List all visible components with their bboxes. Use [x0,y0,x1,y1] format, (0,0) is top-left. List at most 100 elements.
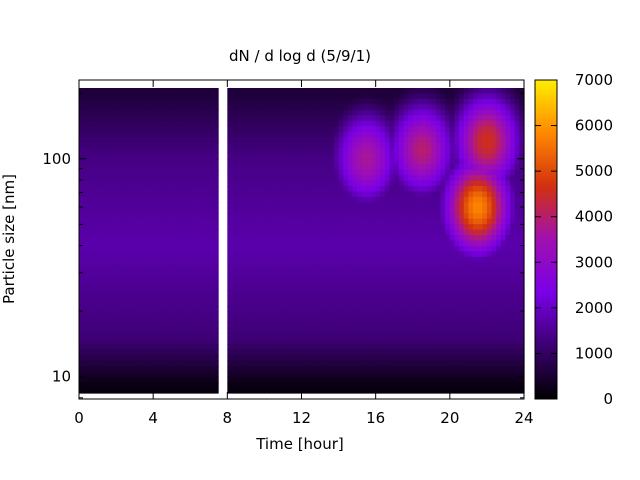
heatmap-cell [287,180,293,187]
heatmap-cell [482,262,488,269]
heatmap-cell [389,382,395,389]
heatmap-cell [282,120,289,127]
heatmap-cell [486,180,493,187]
heatmap-cell [236,311,242,318]
heatmap-cell [97,98,103,105]
heatmap-cell [143,98,150,105]
heatmap-cell [449,213,456,220]
heatmap-cell [106,153,113,160]
heatmap-cell [408,235,414,242]
heatmap-cell [167,169,173,176]
heatmap-cell [176,224,182,231]
heatmap-cell [259,262,266,269]
heatmap-cell [296,153,303,160]
heatmap-cell [245,322,252,329]
heatmap-cell [157,109,164,116]
heatmap-cell [213,131,219,138]
heatmap-cell [422,245,428,252]
heatmap-cell [301,229,307,236]
heatmap-cell [310,387,317,394]
heatmap-cell [241,333,247,340]
heatmap-cell [79,224,85,231]
heatmap-cell [167,262,173,269]
heatmap-cell [134,164,140,171]
heatmap-cell [213,273,219,280]
heatmap-cell [83,278,89,285]
heatmap-cell [454,218,460,225]
heatmap-cell [185,360,191,367]
heatmap-cell [408,240,414,247]
heatmap-cell [338,365,344,372]
heatmap-cell [477,164,483,171]
heatmap-cell [482,371,488,378]
heatmap-cell [333,256,340,263]
heatmap-cell [357,213,363,220]
heatmap-cell [403,88,409,95]
heatmap-cell [449,371,456,378]
heatmap-cell [134,376,140,383]
heatmap-cell [102,137,108,144]
heatmap-cell [380,109,386,116]
heatmap-cell [153,371,159,378]
heatmap-cell [157,371,164,378]
heatmap-cell [315,262,321,269]
heatmap-cell [417,360,423,367]
heatmap-cell [231,109,238,116]
heatmap-cell [486,387,493,394]
heatmap-cell [134,169,140,176]
heatmap-cell [255,131,261,138]
heatmap-cell [486,349,493,356]
heatmap-cell [454,251,460,258]
heatmap-cell [329,365,335,372]
heatmap-cell [236,164,242,171]
heatmap-cell [79,109,85,116]
heatmap-cell [486,186,493,193]
heatmap-cell [473,147,479,154]
heatmap-cell [106,104,113,111]
heatmap-cell [320,251,326,258]
heatmap-cell [134,126,140,133]
heatmap-cell [454,333,460,340]
heatmap-cell [97,115,103,122]
heatmap-cell [394,278,400,285]
heatmap-cell [371,354,377,361]
heatmap-cell [116,311,122,318]
heatmap-cell [180,294,187,302]
heatmap-cell [129,343,136,351]
heatmap-cell [333,245,340,252]
heatmap-cell [208,251,215,258]
heatmap-cell [310,175,317,182]
heatmap-cell [273,131,279,138]
heatmap-cell [473,186,479,193]
heatmap-cell [310,202,317,209]
heatmap-cell [486,229,493,236]
heatmap-cell [79,316,85,323]
heatmap-cell [412,175,418,182]
heatmap-cell [176,98,182,105]
heatmap-cell [389,327,395,334]
heatmap-cell [162,289,168,296]
heatmap-cell [171,322,177,329]
heatmap-cell [454,365,460,372]
heatmap-cell [125,343,131,351]
heatmap-cell [398,180,405,187]
heatmap-cell [366,175,372,182]
heatmap-cell [445,343,451,351]
heatmap-cell [459,294,465,302]
heatmap-cell [496,322,502,329]
heatmap-cell [139,213,145,220]
heatmap-cell [88,88,94,95]
heatmap-cell [102,262,108,269]
heatmap-cell [422,376,428,383]
heatmap-cell [384,131,391,138]
heatmap-cell [204,382,210,389]
heatmap-cell [496,284,502,291]
heatmap-cell [352,153,358,160]
heatmap-cell [97,354,103,361]
heatmap-cell [482,382,488,389]
heatmap-cell [398,256,405,263]
heatmap-cell [459,300,465,307]
heatmap-cell [102,180,108,187]
heatmap-cell [375,153,381,160]
heatmap-cell [208,322,215,329]
